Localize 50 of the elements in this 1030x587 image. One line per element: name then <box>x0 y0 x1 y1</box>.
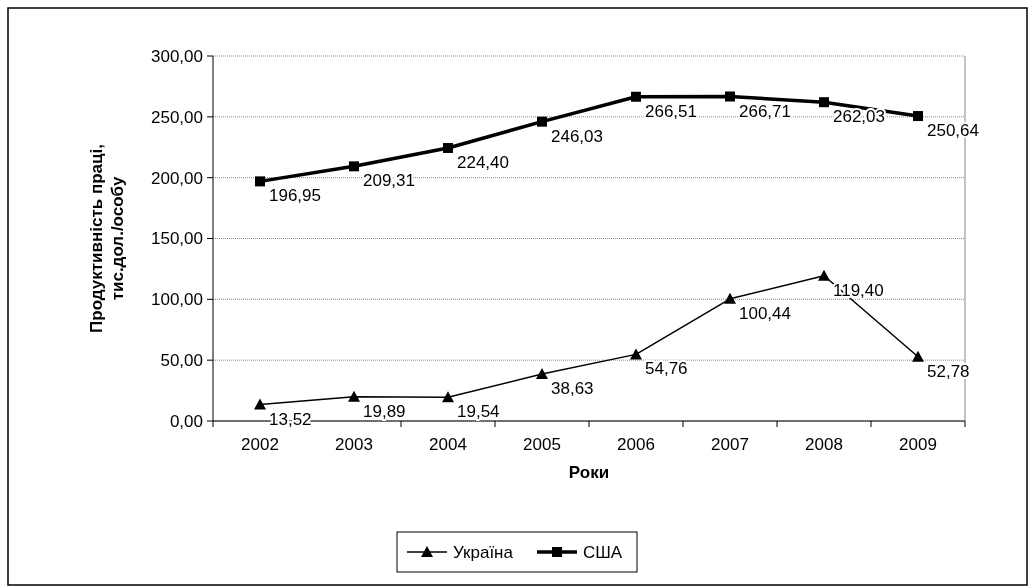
data-label: 38,63 <box>551 379 594 398</box>
y-axis-title: Продуктивність праці, тис.дол./особу <box>87 144 127 333</box>
x-tick-label: 2003 <box>335 435 373 454</box>
legend-label: США <box>583 542 623 562</box>
x-tick-label: 2007 <box>711 435 749 454</box>
data-label: 100,44 <box>739 303 791 323</box>
y-tick-label: 200,00 <box>151 168 203 188</box>
data-label: 13,52 <box>269 409 312 429</box>
point <box>630 348 642 360</box>
data-label: 250,64 <box>927 121 979 141</box>
point <box>725 91 735 102</box>
data-label: 52,78 <box>927 361 970 381</box>
data-label: 224,40 <box>457 152 509 172</box>
point <box>348 390 360 402</box>
data-label: 196,95 <box>269 186 321 206</box>
x-tick-label: 2002 <box>241 435 279 454</box>
point <box>443 142 453 153</box>
y-tick-label: 100,00 <box>151 290 203 310</box>
x-tick-label: 2006 <box>617 435 655 454</box>
y-tick-label: 300,00 <box>151 46 203 66</box>
legend-label: Україна <box>453 542 514 562</box>
point <box>818 269 830 281</box>
point <box>537 116 547 127</box>
data-label: 266,51 <box>645 101 697 121</box>
x-axis-title: Роки <box>568 463 610 482</box>
point <box>255 176 265 187</box>
point <box>913 111 923 122</box>
point <box>819 97 829 108</box>
point <box>254 398 266 410</box>
point <box>442 391 454 403</box>
data-label: 19,89 <box>363 401 406 421</box>
x-tick-label: 2005 <box>523 435 561 454</box>
y-tick-label: 250,00 <box>151 107 203 127</box>
y-tick-label: 0,00 <box>169 411 203 431</box>
point <box>724 292 736 304</box>
point <box>536 368 548 379</box>
data-label: 19,54 <box>457 402 500 422</box>
y-tick-label: 150,00 <box>151 229 203 249</box>
data-label: 246,03 <box>551 126 603 146</box>
x-tick-label: 2009 <box>899 435 937 454</box>
data-label: 266,71 <box>739 101 791 121</box>
point <box>349 161 359 172</box>
data-label: 209,31 <box>363 171 415 191</box>
data-label: 54,76 <box>645 359 688 379</box>
x-tick-label: 2008 <box>805 435 843 454</box>
point <box>912 350 924 362</box>
data-label: 262,03 <box>833 107 885 127</box>
x-tick-label: 2004 <box>429 435 467 454</box>
y-tick-label: 50,00 <box>160 351 203 371</box>
point <box>631 91 641 102</box>
